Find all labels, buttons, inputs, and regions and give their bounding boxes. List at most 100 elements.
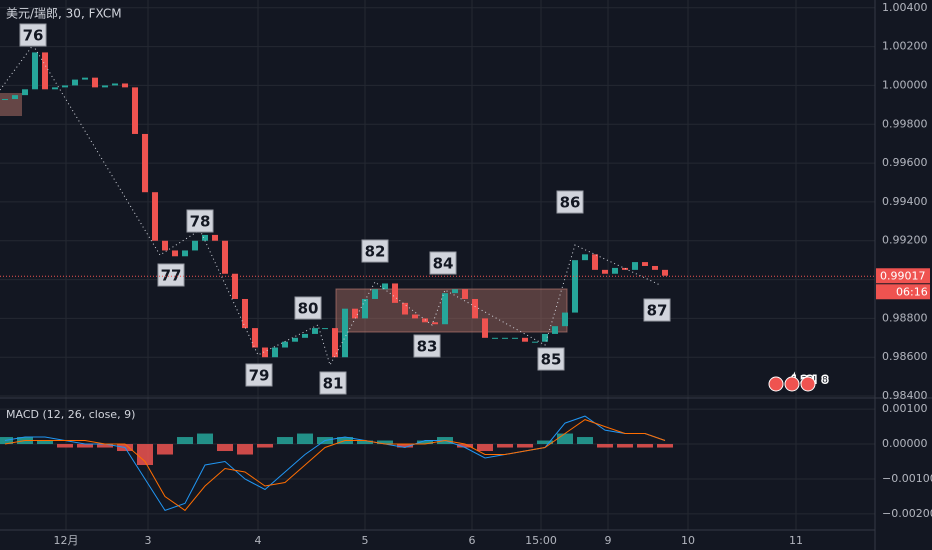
candle xyxy=(582,254,588,261)
wave-label: 85 xyxy=(541,351,562,369)
histogram-bar xyxy=(157,444,173,455)
candle xyxy=(662,269,668,276)
candle xyxy=(542,333,548,342)
candle xyxy=(332,328,338,358)
candle xyxy=(572,260,578,313)
y-tick-label: 1.00000 xyxy=(882,78,928,91)
histogram-bar xyxy=(497,444,513,448)
histogram-bar xyxy=(517,444,533,448)
candle xyxy=(312,328,318,334)
x-tick-label: 11 xyxy=(789,534,803,547)
candle xyxy=(12,95,18,100)
y-tick-label: 0.99800 xyxy=(882,117,928,130)
histogram-bar xyxy=(637,444,653,448)
candle xyxy=(412,314,418,319)
wave-label-box xyxy=(361,239,389,263)
histogram-bar xyxy=(537,440,553,445)
range-box xyxy=(335,288,568,333)
candle xyxy=(162,240,168,251)
annotations: 767778798081828384858687422!8 xyxy=(19,23,830,395)
grid xyxy=(0,0,875,530)
candle xyxy=(272,347,278,358)
histogram-bar xyxy=(577,437,593,445)
histogram-bar xyxy=(657,444,673,448)
candle xyxy=(592,254,598,270)
candle xyxy=(362,298,368,319)
candle xyxy=(452,289,458,294)
candle xyxy=(352,308,358,319)
wave-label-box xyxy=(643,298,671,322)
candle xyxy=(242,298,248,329)
candle xyxy=(52,87,58,90)
y-tick-label: 0.98400 xyxy=(882,389,928,402)
candle xyxy=(392,283,398,303)
range-box xyxy=(0,93,22,116)
candle xyxy=(302,333,308,338)
wave-label-box xyxy=(186,209,214,233)
histogram-bar xyxy=(357,440,373,445)
candle xyxy=(402,302,408,315)
wave-label: 76 xyxy=(23,27,44,45)
candle xyxy=(2,99,8,101)
wave-label: 80 xyxy=(298,300,319,318)
candle xyxy=(222,240,228,274)
candle xyxy=(92,77,98,88)
candle xyxy=(472,298,478,319)
x-tick-label: 5 xyxy=(362,534,369,547)
wave-label: 84 xyxy=(433,255,454,273)
wave-label-box xyxy=(556,190,584,214)
wave-label: 86 xyxy=(560,194,581,212)
candle xyxy=(462,289,468,299)
signal-line xyxy=(4,419,666,512)
wave-label: 87 xyxy=(647,302,668,320)
candle xyxy=(442,293,448,325)
histogram-bar xyxy=(377,440,393,445)
candle xyxy=(652,265,658,270)
candle xyxy=(62,85,68,88)
price-tag xyxy=(876,268,930,284)
candle xyxy=(72,79,78,86)
wave-label-box xyxy=(413,334,441,358)
candle xyxy=(612,267,618,274)
countdown-tag xyxy=(876,284,930,300)
event-badge xyxy=(800,376,816,392)
histogram-bar xyxy=(277,437,293,445)
candle xyxy=(292,337,298,342)
wave-line xyxy=(0,44,661,367)
candle xyxy=(172,250,178,257)
x-tick-label: 6 xyxy=(469,534,476,547)
price-tag-label: 0.99017 xyxy=(880,269,926,282)
candle xyxy=(322,328,328,330)
wave-label: 78 xyxy=(190,213,211,231)
candle xyxy=(102,85,108,88)
histogram-bar xyxy=(477,444,493,452)
histogram-bar xyxy=(557,433,573,445)
x-tick-label: 12月 xyxy=(54,534,79,547)
y-tick-label: −0.00100 xyxy=(882,472,932,485)
candle xyxy=(42,52,48,90)
event-badge-label: 8 xyxy=(822,376,828,386)
wave-label-box xyxy=(429,251,457,275)
candle xyxy=(192,240,198,251)
candle xyxy=(512,337,518,339)
histogram-bar xyxy=(177,437,193,445)
candle xyxy=(182,250,188,257)
candle xyxy=(112,83,118,86)
wave-label: 83 xyxy=(417,338,438,356)
wave-label-box xyxy=(245,363,273,387)
candle xyxy=(562,312,568,327)
candle xyxy=(142,133,148,193)
candle xyxy=(482,318,488,338)
y-tick-label: 0.98600 xyxy=(882,350,928,363)
candle xyxy=(282,341,288,348)
y-tick-label: 0.00000 xyxy=(882,437,928,450)
candle xyxy=(632,262,638,270)
candle xyxy=(22,89,28,96)
candle xyxy=(342,308,348,358)
macd-line xyxy=(4,415,666,512)
candle xyxy=(382,283,388,290)
wave-label: 79 xyxy=(249,367,270,385)
candle xyxy=(122,83,128,88)
histogram-bar xyxy=(37,440,53,445)
